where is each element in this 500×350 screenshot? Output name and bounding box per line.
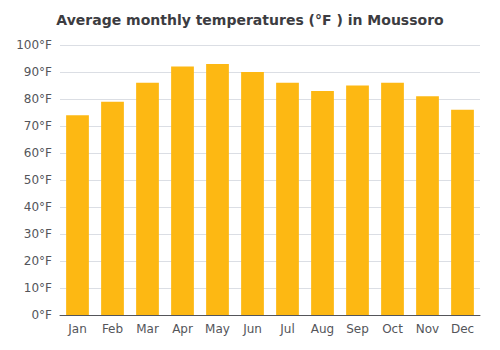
svg-text:100°F: 100°F (16, 38, 52, 52)
svg-text:May: May (205, 322, 230, 336)
svg-text:Jul: Jul (279, 322, 294, 336)
svg-text:50°F: 50°F (24, 173, 52, 187)
svg-text:10°F: 10°F (24, 281, 52, 295)
svg-text:Dec: Dec (451, 322, 474, 336)
svg-text:60°F: 60°F (24, 146, 52, 160)
svg-text:0°F: 0°F (31, 308, 52, 322)
svg-text:Nov: Nov (416, 322, 439, 336)
svg-text:Feb: Feb (102, 322, 123, 336)
svg-text:90°F: 90°F (24, 65, 52, 79)
svg-text:Oct: Oct (382, 322, 403, 336)
svg-text:40°F: 40°F (24, 200, 52, 214)
svg-text:Average monthly temperatures (: Average monthly temperatures (°F ) in Mo… (56, 12, 444, 28)
svg-text:Mar: Mar (136, 322, 159, 336)
svg-text:Sep: Sep (346, 322, 369, 336)
svg-text:80°F: 80°F (24, 92, 52, 106)
svg-text:30°F: 30°F (24, 227, 52, 241)
svg-text:Jan: Jan (67, 322, 87, 336)
svg-text:Jun: Jun (242, 322, 262, 336)
svg-text:Aug: Aug (311, 322, 334, 336)
svg-text:Apr: Apr (172, 322, 193, 336)
svg-text:70°F: 70°F (24, 119, 52, 133)
svg-text:20°F: 20°F (24, 254, 52, 268)
